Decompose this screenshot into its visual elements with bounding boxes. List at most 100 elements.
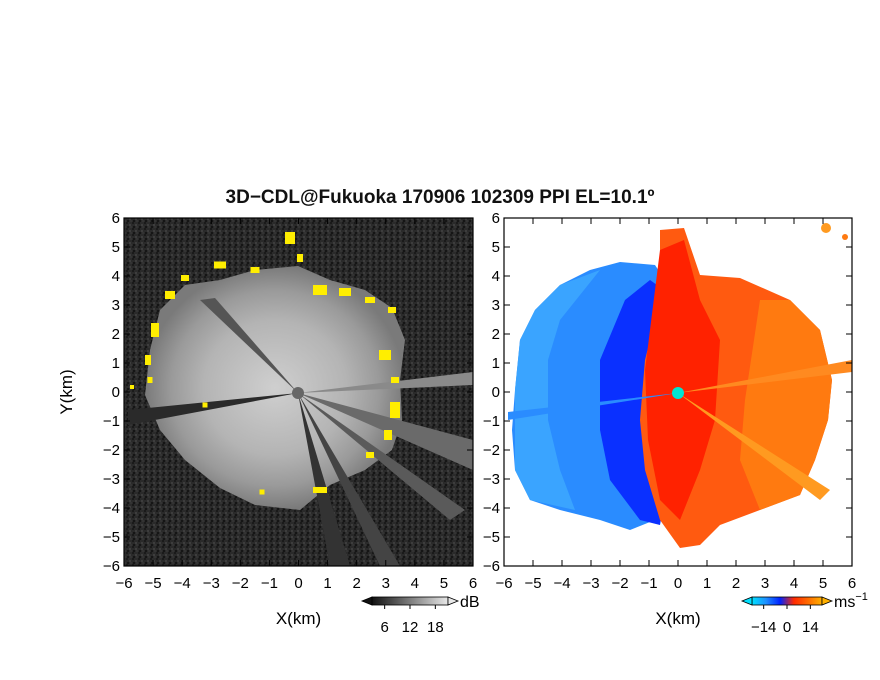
rim-blob [259, 489, 265, 495]
rim-blob [339, 288, 351, 296]
y-tick-label: 4 [112, 268, 120, 285]
receding-flow-streak [678, 393, 830, 500]
rim-blob [384, 430, 392, 440]
approaching-flow-streak [508, 393, 678, 420]
rim-blob [165, 291, 175, 299]
y-tick-label: 4 [492, 268, 500, 285]
y-tick-label: 5 [112, 239, 120, 256]
colorbar-tick-label: 0 [783, 619, 791, 636]
x-tick-label: 0 [674, 575, 682, 592]
x-axis-label: X(km) [276, 609, 321, 628]
y-tick-label: 0 [112, 384, 120, 401]
intensity-panel [124, 218, 473, 566]
x-tick-label: 4 [411, 575, 419, 592]
x-axis-label: X(km) [655, 609, 700, 628]
colorbar-arrow-right [447, 596, 460, 606]
colorbar-unit-exponent: −1 [855, 591, 868, 603]
colorbar-tick-label: 18 [427, 619, 444, 636]
y-tick-label: −6 [103, 558, 120, 575]
colorbar-tick-label: 6 [380, 619, 388, 636]
y-tick-label: −2 [103, 442, 120, 459]
y-tick-label: −3 [103, 471, 120, 488]
rim-blob [313, 487, 327, 493]
y-tick-label: 2 [492, 326, 500, 343]
rim-blob [388, 307, 396, 313]
rim-blob [147, 377, 153, 383]
x-tick-label: 2 [352, 575, 360, 592]
y-tick-label: 0 [492, 384, 500, 401]
x-tick-label: −2 [232, 575, 249, 592]
y-axis-label: Y(km) [57, 369, 76, 414]
x-tick-label: 3 [382, 575, 390, 592]
x-tick-label: −6 [495, 575, 512, 592]
colorbar-arrow-left [740, 596, 753, 606]
x-tick-label: 4 [790, 575, 798, 592]
colorbar-tick-label: −14 [751, 619, 776, 636]
shadow-sector [128, 393, 298, 425]
velocity-panel [504, 218, 852, 566]
axes-layer: −6 −5 −4 −3 −2 −1 0 1 2 3 4 5 6 6 5 4 3 2 1 0 −1 −2 −3 −4 −5 −6 X(… [57, 210, 856, 628]
approaching-flow-light [515, 270, 600, 510]
rim-blob [365, 297, 375, 303]
x-tick-label: 5 [440, 575, 448, 592]
x-tick-label: −1 [640, 575, 657, 592]
x-tick-label: −6 [115, 575, 132, 592]
x-tick-label: 0 [294, 575, 302, 592]
rim-blob [313, 285, 327, 295]
receding-flow-core [645, 240, 720, 520]
rim-blob [285, 232, 295, 244]
y-tick-label: −6 [483, 558, 500, 575]
x-tick-label: −3 [203, 575, 220, 592]
colorbar-arrow-right [821, 596, 834, 606]
intensity-echo-region [145, 266, 405, 510]
x-tick-label: −1 [261, 575, 278, 592]
x-tick-label: −4 [174, 575, 191, 592]
x-tick-label: 3 [761, 575, 769, 592]
colorbars-layer: 6 12 18 dB −14 0 14 ms−1 [360, 591, 868, 636]
y-tick-label: −4 [103, 500, 120, 517]
x-tick-label: −4 [553, 575, 570, 592]
receding-flow-streak [678, 360, 852, 393]
y-tick-label: 6 [112, 210, 120, 227]
x-tick-label: 1 [703, 575, 711, 592]
x-tick-label: 6 [469, 575, 477, 592]
y-tick-label: −1 [103, 413, 120, 430]
light-sector [298, 372, 473, 393]
y-tick-label: 1 [492, 355, 500, 372]
shadow-sector [298, 393, 400, 566]
x-tick-label: −3 [582, 575, 599, 592]
rim-blob [391, 377, 399, 383]
high-intensity-rim [130, 232, 400, 495]
y-tick-label: 3 [492, 297, 500, 314]
shadow-sector [298, 393, 350, 566]
rim-blob [297, 254, 303, 262]
colorbar-unit: ms−1 [834, 591, 868, 611]
y-tick-label: −5 [103, 529, 120, 546]
x-tick-label: 5 [819, 575, 827, 592]
radar-center [292, 387, 304, 399]
rim-blob [151, 323, 159, 337]
y-tick-label: −1 [483, 413, 500, 430]
y-tick-label: 3 [112, 297, 120, 314]
receding-flow-orange [740, 300, 832, 510]
light-sector [298, 393, 465, 520]
rim-blob [202, 402, 208, 408]
rim-blob [130, 385, 134, 389]
figure-title: 3D−CDL@Fukuoka 170906 102309 PPI EL=10.1… [225, 187, 655, 208]
colorbar-arrow-left [360, 596, 373, 606]
velocity-scatter-point [842, 234, 848, 240]
rim-blob [250, 267, 260, 273]
colorbar-bar [371, 596, 449, 606]
y-tick-label: −2 [483, 442, 500, 459]
y-tick-label: −3 [483, 471, 500, 488]
y-tick-label: 5 [492, 239, 500, 256]
x-tick-label: −5 [145, 575, 162, 592]
rim-blob [366, 452, 374, 458]
x-tick-label: −2 [611, 575, 628, 592]
y-tick-label: −5 [483, 529, 500, 546]
rim-blob [214, 261, 226, 269]
rim-blob [145, 355, 151, 365]
colorbar-unit: dB [460, 594, 480, 611]
colorbar-tick-label: 14 [802, 619, 819, 636]
